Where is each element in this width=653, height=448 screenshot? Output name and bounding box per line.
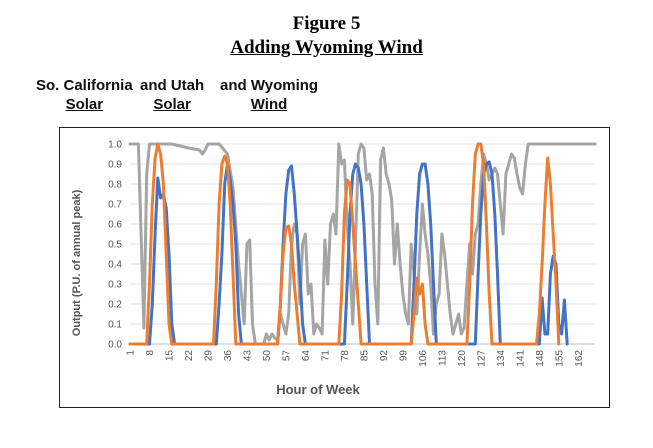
legend-label-utah: and Utah Solar xyxy=(140,76,204,114)
x-tick-label: 92 xyxy=(379,350,390,362)
x-axis-label: Hour of Week xyxy=(276,382,360,397)
legend-label-so-cal-line2: Solar xyxy=(65,96,104,113)
legend-label-wyoming-line2: Wind xyxy=(250,96,288,113)
y-axis-label: Output (P.U. of annual peak) xyxy=(71,189,83,336)
line-chart: 0.0 0.1 0.2 0.3 0.4 0.5 0.6 0.7 0.8 0.9 1.0 1 8 15 22… xyxy=(71,140,597,397)
y-tick-labels: 0.0 0.1 0.2 0.3 0.4 0.5 0.6 0.7 0.8 0.9 1.0 xyxy=(108,140,122,351)
x-tick-label: 50 xyxy=(262,350,273,362)
x-tick-label: 43 xyxy=(242,350,253,362)
figure-number: Figure 5 xyxy=(292,13,361,34)
x-tick-label: 85 xyxy=(359,350,370,362)
y-tick-label: 0.8 xyxy=(108,180,122,191)
x-tick-label: 29 xyxy=(203,350,214,362)
y-tick-label: 0.6 xyxy=(108,220,122,231)
x-tick-label: 57 xyxy=(281,350,292,362)
y-tick-label: 0.4 xyxy=(108,260,122,271)
x-tick-label: 148 xyxy=(535,350,546,367)
series-line-so-california-solar xyxy=(128,160,569,346)
x-tick-label: 71 xyxy=(320,350,331,362)
legend-label-wyoming-line1: and Wyoming xyxy=(220,77,319,94)
legend-label-utah-line2: Solar xyxy=(153,96,191,113)
x-tick-label: 113 xyxy=(437,350,448,366)
legend-label-so-cal-line1: So. California xyxy=(36,77,133,94)
x-tick-label: 22 xyxy=(184,350,195,362)
legend-label-utah-line1: and Utah xyxy=(140,77,205,94)
legend-label-so-cal: So. California Solar xyxy=(36,76,133,114)
chart-frame: 0.0 0.1 0.2 0.3 0.4 0.5 0.6 0.7 0.8 0.9 1.0 1 8 15 22… xyxy=(59,127,610,408)
x-tick-labels: 1 8 15 22 29 36 43 50 57 64 71 78 85 92 99 106 113 120 127… xyxy=(126,350,585,367)
y-tick-label: 0.7 xyxy=(108,200,122,211)
x-tick-label: 120 xyxy=(457,350,468,367)
x-tick-label: 155 xyxy=(554,350,565,367)
y-tick-label: 0.3 xyxy=(108,280,122,291)
x-tick-label: 134 xyxy=(496,350,507,367)
x-tick-label: 127 xyxy=(476,350,487,367)
x-tick-label: 106 xyxy=(418,350,429,367)
y-tick-label: 0.9 xyxy=(108,160,122,171)
x-tick-label: 8 xyxy=(145,350,156,356)
x-tick-label: 99 xyxy=(398,350,409,362)
x-tick-label: 64 xyxy=(301,350,312,362)
series-line-wyoming-wind xyxy=(128,142,597,346)
y-tick-label: 0.0 xyxy=(108,340,122,351)
x-tick-label: 78 xyxy=(340,350,351,362)
y-tick-label: 1.0 xyxy=(108,140,122,151)
x-tick-label: 141 xyxy=(515,350,526,367)
series-line-utah-solar xyxy=(128,142,561,346)
y-tick-label: 0.2 xyxy=(108,300,122,311)
x-tick-label: 162 xyxy=(574,350,585,367)
series-lines xyxy=(128,142,597,346)
x-tick-label: 15 xyxy=(164,350,175,362)
x-tick-label: 36 xyxy=(223,350,234,362)
y-tick-label: 0.5 xyxy=(108,240,122,251)
y-tick-label: 0.1 xyxy=(108,320,122,331)
figure-subtitle: Adding Wyoming Wind xyxy=(230,37,423,58)
legend-label-wyoming: and Wyoming Wind xyxy=(220,76,318,114)
x-tick-label: 1 xyxy=(126,350,137,356)
